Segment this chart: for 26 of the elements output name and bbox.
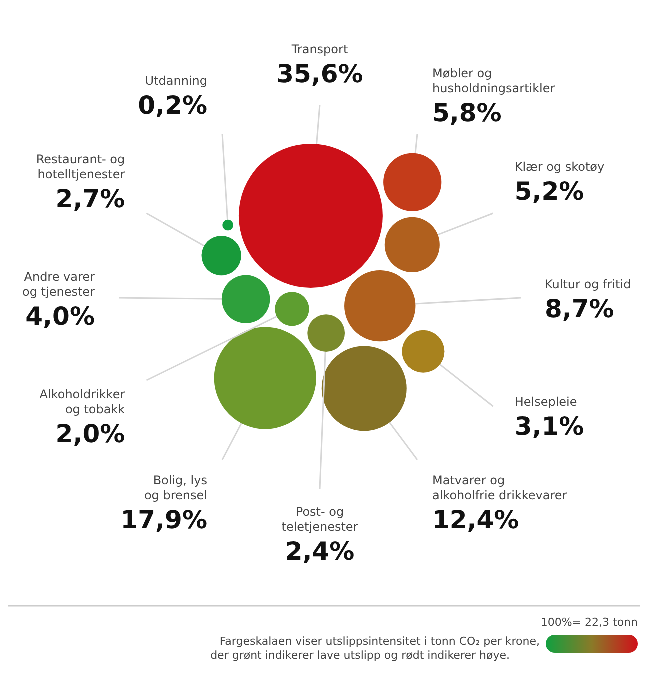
category-label: Møbler og husholdningsartikler	[432, 66, 556, 96]
text: 100%= 22,3 tonn	[540, 616, 638, 629]
data-label: 2,7%	[56, 184, 126, 214]
category-label: Matvarer og alkoholfrie drikkevarer	[432, 474, 568, 503]
category-label: Klær og skotøy	[514, 160, 605, 174]
category-label: Post- og teletjenester	[282, 505, 358, 534]
data-label: 35,6%	[276, 60, 364, 88]
category-label: Bolig, lys og brensel	[144, 474, 208, 503]
category-label: Utdanning	[145, 74, 208, 88]
data-label: 2,4%	[285, 537, 355, 566]
category-label: Restaurant- og hotelltjenester	[36, 152, 126, 182]
category-label: Alkoholdrikker og tobakk	[40, 388, 126, 416]
category-label: Andre varer og tjenester	[22, 270, 96, 299]
data-label: 4,0%	[26, 302, 95, 331]
category-label: Transport	[290, 42, 348, 56]
data-label: 0,2%	[138, 90, 208, 120]
data-label: 17,9%	[120, 506, 208, 535]
data-label: 5,8%	[432, 98, 502, 128]
data-label: 2,0%	[56, 420, 126, 448]
data-label: 8,7%	[545, 294, 614, 324]
text: Fargeskalaen viser utslippsintensitet i tonn CO₂ per krone, der grønt indikerer lave utslipp og rødt indikerer høye.	[210, 635, 540, 662]
category-label: Helsepleie	[514, 395, 578, 409]
category-label: Kultur og fritid	[545, 278, 632, 292]
data-label: 3,1%	[514, 412, 584, 441]
data-label: 12,4%	[432, 506, 520, 535]
data-label: 5,2%	[514, 177, 584, 206]
